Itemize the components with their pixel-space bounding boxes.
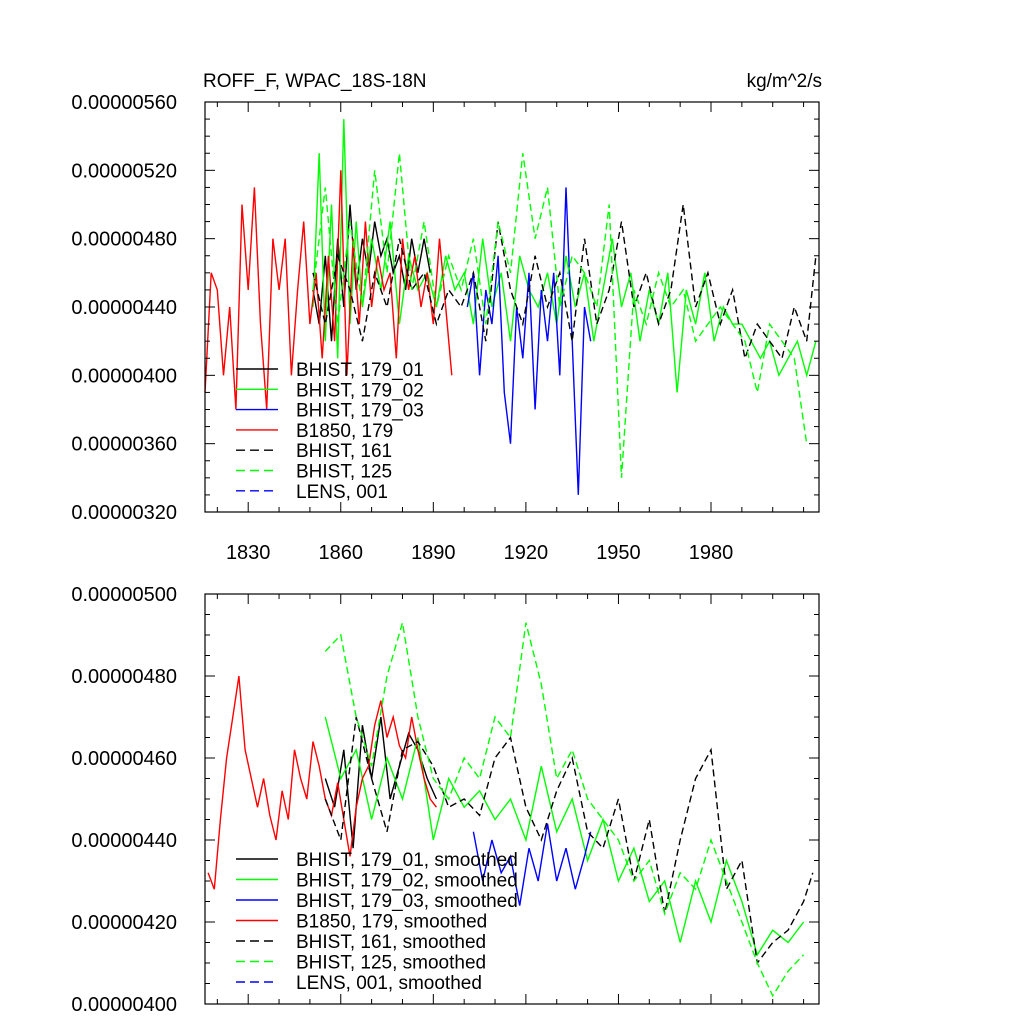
series-line	[312, 153, 808, 478]
series-line	[312, 204, 431, 342]
y-tick-label: 0.00000320	[71, 502, 177, 524]
top-ytick-labels: 0.00000320 0.00000360 0.00000400 0.00000440…	[71, 92, 177, 524]
legend-label: B1850, 179, smoothed	[296, 912, 487, 933]
legend-label: LENS, 001	[296, 482, 388, 503]
x-tick-label: 1980	[689, 542, 734, 564]
top-panel: ROFF_F, WPAC_18S-18N kg/m^2/s 0.00000320…	[71, 71, 822, 564]
x-tick-label: 1890	[411, 542, 456, 564]
top-panel-units: kg/m^2/s	[747, 71, 822, 92]
series-line	[324, 622, 805, 998]
top-series-layer	[204, 119, 817, 495]
series-line	[207, 675, 437, 890]
y-tick-label: 0.00000420	[71, 912, 177, 934]
y-tick-label: 0.00000480	[71, 666, 177, 688]
x-tick-label: 1950	[596, 542, 641, 564]
y-tick-label: 0.00000500	[71, 584, 177, 606]
legend-label: BHIST, 179_02, smoothed	[296, 871, 518, 892]
y-tick-label: 0.00000400	[71, 365, 177, 387]
legend-label: BHIST, 125	[296, 462, 392, 483]
legend-label: BHIST, 179_01	[296, 360, 424, 381]
y-tick-label: 0.00000460	[71, 748, 177, 770]
legend-label: B1850, 179	[296, 421, 393, 442]
top-panel-title: ROFF_F, WPAC_18S-18N	[203, 71, 426, 92]
y-tick-label: 0.00000400	[71, 994, 177, 1016]
legend-label: BHIST, 179_02	[296, 380, 424, 401]
x-tick-label: 1920	[504, 542, 549, 564]
bottom-ytick-labels: 0.00000400 0.00000420 0.00000440 0.00000460…	[71, 584, 177, 1016]
y-tick-label: 0.00000480	[71, 229, 177, 251]
bottom-series-layer	[207, 622, 814, 998]
series-line	[324, 716, 814, 965]
top-tick-layer	[205, 101, 819, 513]
y-tick-label: 0.00000440	[71, 830, 177, 852]
x-tick-label: 1860	[319, 542, 364, 564]
legend-label: BHIST, 179_01, smoothed	[296, 850, 518, 871]
bottom-panel: 0.00000400 0.00000420 0.00000440 0.00000460…	[71, 584, 820, 1016]
bottom-tick-layer	[205, 593, 819, 1005]
top-xtick-labels: 1830 1860 1890 1920 1950 1980	[226, 542, 733, 564]
legend-label: BHIST, 179_03	[296, 401, 424, 422]
series-line	[472, 823, 592, 906]
legend-label: BHIST, 161, smoothed	[296, 932, 486, 953]
legend-label: BHIST, 179_03, smoothed	[296, 891, 518, 912]
y-tick-label: 0.00000440	[71, 297, 177, 319]
series-line	[312, 204, 817, 361]
y-tick-label: 0.00000560	[71, 92, 177, 114]
legend-label: LENS, 001, smoothed	[296, 973, 482, 994]
y-tick-label: 0.00000520	[71, 160, 177, 182]
legend-label: BHIST, 125, smoothed	[296, 953, 486, 974]
legend-label: BHIST, 161	[296, 441, 392, 462]
x-tick-label: 1830	[226, 542, 271, 564]
y-tick-label: 0.00000360	[71, 434, 177, 456]
